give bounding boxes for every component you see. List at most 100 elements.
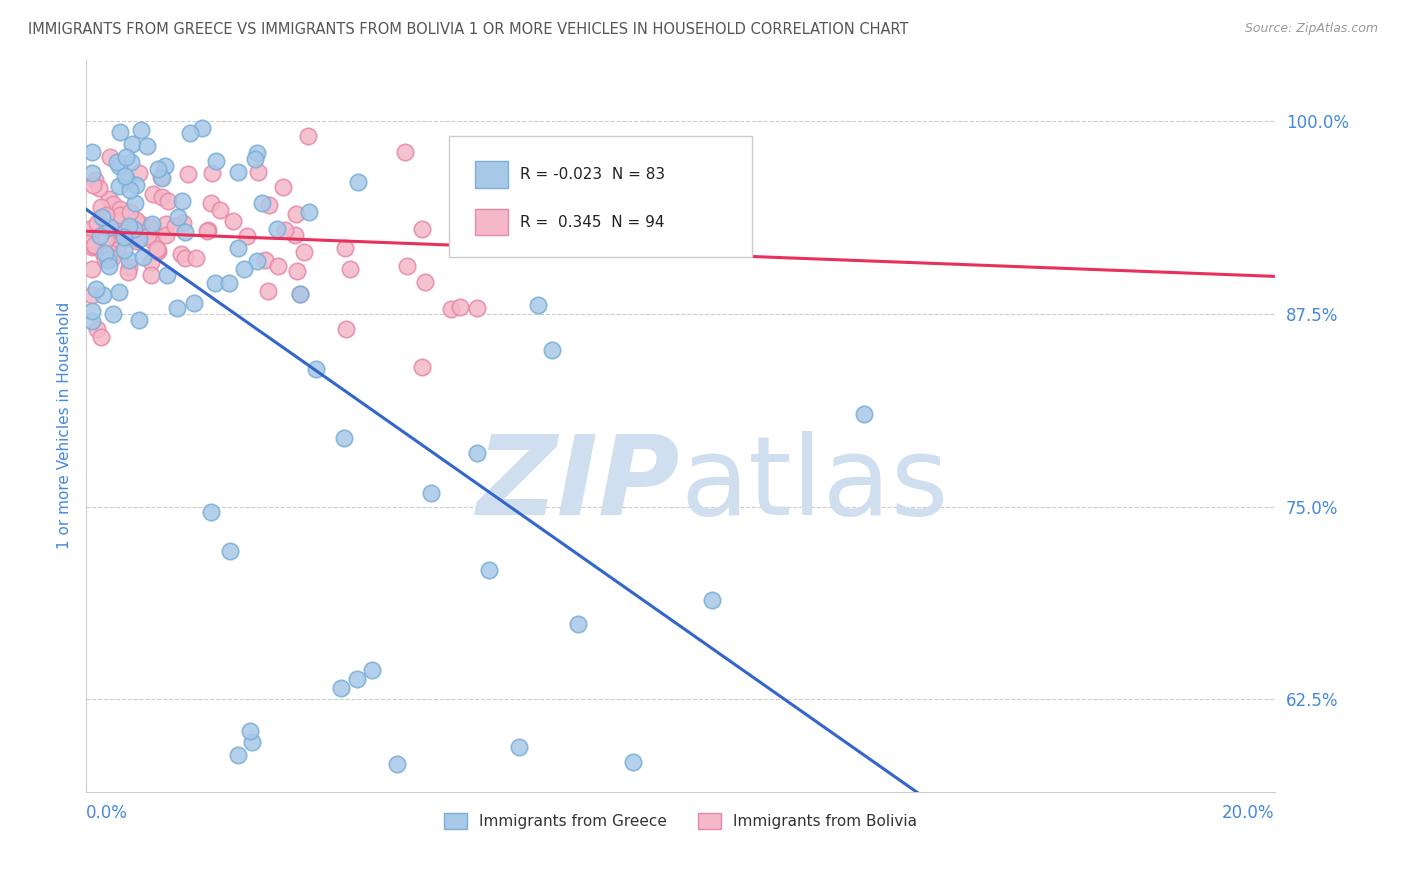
Point (146, 244, 169, 258)
Text: Source: ZipAtlas.com: Source: ZipAtlas.com (1244, 22, 1378, 36)
Point (97, 192, 120, 206)
Point (128, 166, 150, 180)
Point (411, 222, 433, 236)
Point (146, 162, 169, 177)
Point (420, 486, 443, 500)
Point (84, 281, 107, 295)
Point (266, 222, 288, 236)
Point (97, 252, 120, 267)
Point (449, 161, 471, 175)
Point (118, 183, 141, 197)
Point (700, 592, 723, 607)
Point (142, 187, 165, 202)
Point (105, 155, 128, 169)
Point (177, 167, 200, 181)
Point (118, 252, 141, 267)
Point (98, 260, 121, 274)
Point (148, 244, 170, 259)
Point (82, 178, 104, 192)
Point (80, 288, 103, 302)
Point (114, 150, 136, 164)
Point (243, 152, 266, 166)
Point (540, 343, 562, 357)
Point (89, 219, 111, 234)
Point (80, 304, 103, 318)
Point (107, 179, 129, 194)
Point (226, 241, 249, 255)
Point (135, 139, 157, 153)
Point (335, 322, 357, 336)
Point (174, 225, 197, 239)
Point (139, 255, 162, 269)
Point (333, 241, 356, 255)
Point (157, 194, 180, 208)
FancyBboxPatch shape (475, 209, 508, 235)
Point (96, 208, 118, 222)
Point (112, 243, 135, 257)
Point (347, 175, 370, 189)
Point (285, 207, 308, 221)
Point (103, 197, 125, 211)
Point (110, 125, 132, 139)
Point (94, 232, 117, 246)
Point (129, 217, 152, 231)
Point (80, 145, 103, 159)
Point (508, 740, 530, 755)
Point (149, 170, 172, 185)
Point (141, 234, 163, 248)
Point (250, 196, 273, 211)
Point (333, 431, 356, 445)
Point (108, 159, 131, 173)
Point (236, 229, 259, 244)
Point (284, 228, 307, 243)
Point (411, 359, 433, 374)
Point (101, 307, 124, 321)
Point (413, 275, 436, 289)
Point (166, 301, 188, 315)
Text: IMMIGRANTS FROM GREECE VS IMMIGRANTS FROM BOLIVIA 1 OR MORE VEHICLES IN HOUSEHOL: IMMIGRANTS FROM GREECE VS IMMIGRANTS FRO… (28, 22, 908, 37)
Text: R = -0.023  N = 83: R = -0.023 N = 83 (520, 167, 665, 182)
Point (396, 260, 419, 274)
Point (101, 251, 124, 265)
Point (114, 169, 136, 183)
Point (621, 756, 644, 770)
Point (394, 145, 416, 159)
Point (246, 254, 269, 268)
Point (96, 220, 118, 235)
Point (156, 268, 179, 282)
Point (247, 164, 270, 178)
Text: 20.0%: 20.0% (1222, 805, 1275, 822)
Point (172, 216, 194, 230)
Point (118, 260, 141, 275)
Text: R =  0.345  N = 94: R = 0.345 N = 94 (520, 215, 665, 229)
Point (274, 223, 297, 237)
Point (219, 544, 242, 558)
Point (87, 181, 110, 195)
Legend: Immigrants from Greece, Immigrants from Bolivia: Immigrants from Greece, Immigrants from … (437, 807, 922, 836)
Point (195, 224, 218, 238)
Point (218, 276, 240, 290)
Point (83, 238, 105, 252)
Point (256, 284, 278, 298)
Point (80, 220, 103, 235)
Point (94, 252, 117, 267)
Point (166, 210, 188, 224)
Point (98, 222, 121, 236)
Point (172, 194, 194, 209)
Point (80, 261, 103, 276)
Text: 0.0%: 0.0% (86, 805, 128, 822)
Text: atlas: atlas (681, 431, 949, 538)
Point (124, 196, 146, 211)
Point (205, 154, 228, 169)
Point (112, 230, 135, 244)
Point (179, 127, 201, 141)
Point (114, 225, 136, 239)
Point (440, 301, 463, 316)
Point (141, 217, 163, 231)
Point (115, 172, 138, 186)
Point (450, 300, 472, 314)
Point (567, 616, 589, 631)
Point (329, 681, 352, 695)
Point (105, 243, 128, 257)
Point (84, 173, 107, 187)
